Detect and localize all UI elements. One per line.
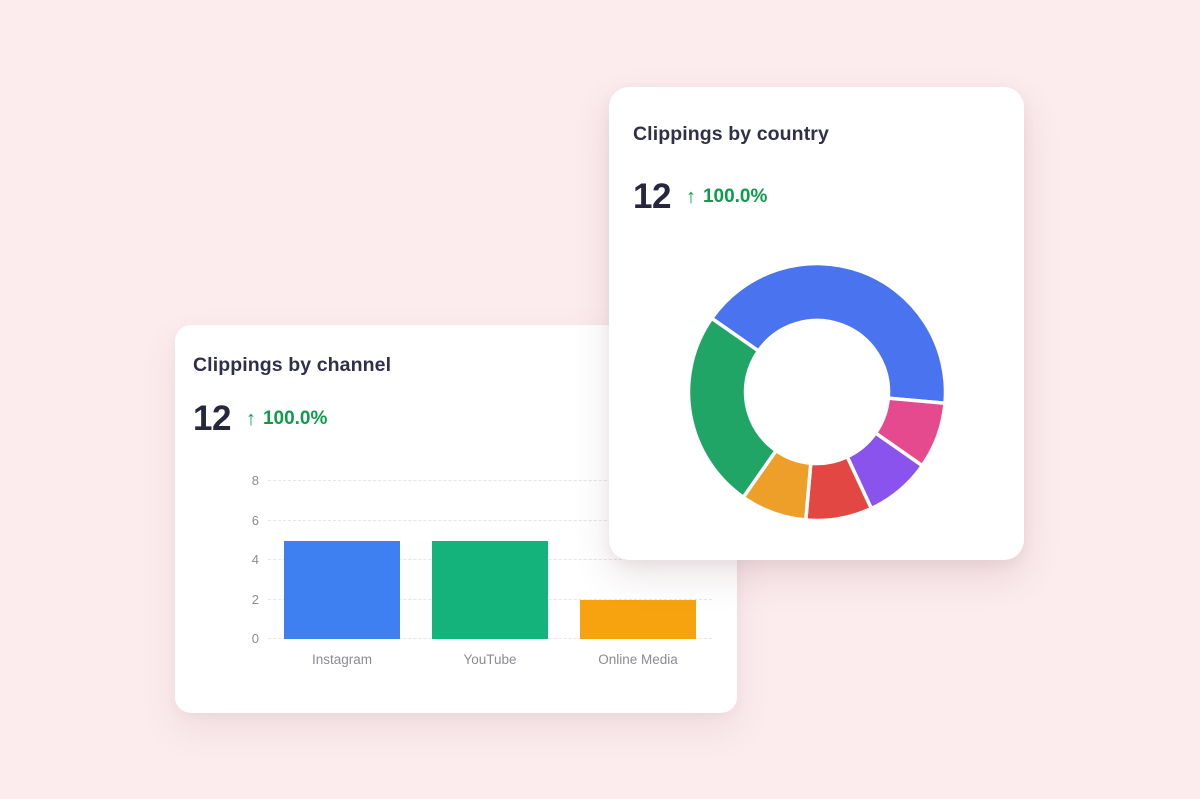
trend-value: 100.0% [262,408,328,430]
bar-online-media [580,599,696,639]
bar-slot-youtube [416,540,564,639]
bar-instagram [284,540,400,639]
metric-row: 12 ↑ 100.0% [193,399,327,439]
y-tick-label: 6 [251,512,259,528]
donut-segment-6 [686,316,778,500]
x-axis-labels: Instagram YouTube Online Media [268,652,712,668]
y-tick-label: 0 [251,631,259,646]
x-axis-label-online-media: Online Media [598,652,678,667]
metric-value: 12 [193,399,231,438]
trend-value: 100.0% [702,186,768,208]
arrow-up-icon: ↑ [685,186,696,209]
donut-chart-container [685,260,949,524]
metric-value: 12 [633,177,671,216]
gridline-y-8: 8 [252,473,712,488]
card-title: Clippings by channel [193,354,392,376]
x-axis-label-youtube: YouTube [463,652,517,667]
gridline-y-6: 6 [252,513,712,528]
bar-youtube [432,540,548,639]
donut-segment-1 [709,261,948,405]
x-axis-label-instagram: Instagram [311,652,373,667]
y-tick-label: 2 [251,591,259,607]
card-clippings-by-country: Clippings by country 12 ↑ 100.0% [609,87,1024,560]
metric-row: 12 ↑ 100.0% [633,177,767,217]
trend-indicator: ↑ 100.0% [686,186,767,208]
y-tick-label: 8 [251,473,259,489]
bar-chart: 0 2 4 6 8 [252,471,712,646]
arrow-up-icon: ↑ [245,408,256,431]
y-tick-label: 4 [251,552,259,568]
bars-group [268,471,712,639]
bar-slot-instagram [268,540,416,639]
bar-slot-online-media [564,599,712,639]
card-title: Clippings by country [633,123,829,145]
trend-indicator: ↑ 100.0% [246,408,327,430]
donut-chart [686,261,948,523]
